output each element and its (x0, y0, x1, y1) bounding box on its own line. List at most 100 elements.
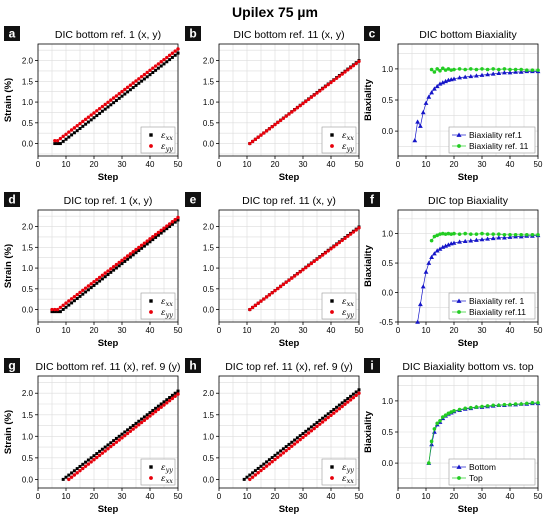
data-point (140, 417, 144, 421)
data-point (134, 79, 138, 83)
data-point (457, 407, 462, 412)
data-point (301, 435, 305, 440)
data-point (306, 431, 311, 435)
data-point (56, 310, 60, 314)
y-tick-label: 1.0 (382, 65, 394, 74)
data-point (70, 133, 74, 137)
panel-c: c DIC bottom Biaxiality 0 10 20 30 40 50 0.0 0.5 1… (363, 26, 543, 183)
x-tick-label: 40 (146, 160, 155, 169)
y-tick-label: 0.0 (382, 127, 394, 136)
data-point (485, 404, 490, 408)
legend-box (321, 126, 357, 154)
data-point (290, 444, 294, 448)
data-point (443, 68, 448, 72)
data-point (536, 400, 540, 405)
data-point (253, 473, 258, 477)
data-point (309, 95, 314, 99)
data-point (128, 252, 133, 256)
data-point (109, 270, 113, 274)
x-tick-label: 20 (271, 492, 280, 501)
data-point (50, 307, 54, 312)
data-point (123, 87, 127, 92)
data-point (95, 455, 99, 460)
legend-label: εyy (342, 142, 354, 153)
legend-marker (149, 476, 153, 480)
panel-title: DIC bottom ref. 11 (x), ref. 9 (y) (35, 361, 180, 373)
data-point (267, 462, 272, 466)
x-tick-label: 20 (450, 326, 459, 335)
data-point (61, 477, 65, 481)
data-point (253, 137, 258, 142)
x-tick-label: 0 (396, 326, 401, 335)
x-tick-label: 40 (327, 160, 336, 169)
legend-box (140, 458, 176, 486)
data-point (142, 244, 146, 248)
data-point (343, 236, 347, 241)
data-point (148, 411, 152, 415)
data-point (70, 301, 74, 305)
y-tick-label: 1.5 (203, 243, 215, 252)
plot-frame (218, 43, 360, 157)
panel-letter-badge (364, 358, 380, 373)
data-point (142, 415, 146, 419)
data-point (162, 62, 166, 66)
y-axis-label: Strain (%) (3, 78, 14, 122)
data-point (318, 418, 322, 422)
data-point (463, 406, 468, 411)
data-point (335, 405, 339, 409)
data-point (496, 70, 502, 76)
data-point (176, 47, 180, 51)
data-point (148, 68, 152, 72)
data-point (95, 281, 99, 285)
x-tick-label: 50 (355, 160, 364, 169)
legend-marker (149, 299, 153, 303)
data-point (321, 416, 325, 420)
y-axis-label: Strain (%) (3, 244, 14, 288)
data-point (64, 137, 68, 141)
data-point (349, 394, 353, 398)
data-point (462, 238, 468, 244)
data-point (139, 243, 144, 248)
data-point (463, 67, 468, 72)
panel-letter: a (9, 27, 16, 41)
data-point (75, 129, 79, 133)
data-point (267, 127, 272, 131)
data-point (270, 291, 274, 295)
x-tick-label: 10 (62, 160, 71, 169)
x-axis-label: Step (279, 504, 300, 515)
x-tick-label: 20 (90, 326, 99, 335)
legend-label: Biaxiality ref. 1 (469, 296, 525, 306)
data-point (443, 243, 448, 248)
data-point (332, 245, 336, 249)
data-point (351, 230, 356, 234)
data-point (137, 419, 141, 423)
panel-letter: e (190, 193, 197, 207)
data-point (519, 67, 523, 72)
y-tick-label: 0.5 (203, 454, 215, 463)
data-point (248, 473, 252, 477)
data-point (320, 87, 325, 91)
data-point (340, 72, 344, 76)
data-point (437, 246, 443, 251)
data-point (429, 439, 434, 444)
x-tick-label: 0 (396, 160, 401, 169)
panel-letter-badge (4, 192, 20, 207)
x-tick-label: 30 (299, 326, 308, 335)
data-point (145, 239, 149, 243)
data-point (123, 92, 127, 96)
data-point (332, 78, 336, 83)
data-point (340, 404, 344, 409)
data-point (434, 248, 440, 253)
data-point (281, 451, 286, 455)
data-point (248, 141, 252, 146)
data-point (100, 273, 105, 277)
data-point (346, 68, 350, 72)
x-tick-label: 30 (478, 492, 487, 501)
panel-g: g DIC bottom ref. 11 (x), ref. 9 (y) 0 10 20… (3, 358, 183, 515)
data-point (131, 427, 135, 431)
data-point (250, 305, 255, 310)
data-point (69, 475, 74, 479)
